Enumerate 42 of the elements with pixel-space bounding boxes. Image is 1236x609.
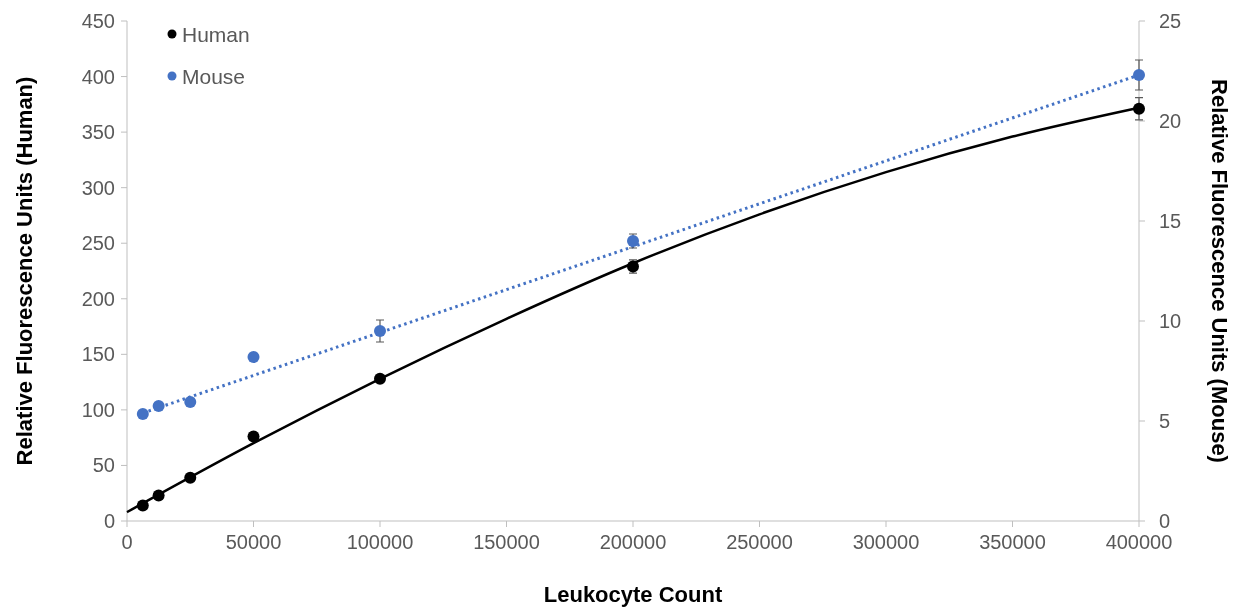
y-tick-label: 150 — [81, 343, 115, 366]
y-tick-label: 350 — [81, 121, 115, 144]
point — [374, 372, 386, 385]
y2-axis-title: Relative Fluorescence Units (Mouse) — [1207, 79, 1232, 463]
x-tick-label: 150000 — [473, 531, 540, 553]
y-tick-label: 450 — [81, 10, 115, 32]
legend-label: Mouse — [182, 65, 246, 88]
x-tick-label: 0 — [121, 531, 133, 553]
x-tick-label: 250000 — [726, 531, 793, 553]
y-tick-label: 0 — [103, 510, 115, 532]
y-axis-title: Relative Fluorescence Units (Human) — [12, 76, 37, 466]
point — [136, 499, 149, 512]
x-tick-label: 100000 — [346, 531, 414, 553]
y2-tick-label: 20 — [1159, 110, 1182, 132]
x-tick-label: 300000 — [852, 531, 920, 553]
y2-tick-label: 10 — [1159, 310, 1182, 332]
point — [184, 471, 197, 484]
y-tick-label: 200 — [81, 287, 115, 310]
x-tick-label: 50000 — [225, 531, 282, 553]
y2-tick-label: 15 — [1159, 210, 1182, 232]
x-tick-label: 200000 — [599, 531, 667, 553]
x-tick-label: 350000 — [979, 531, 1046, 553]
point — [152, 489, 165, 502]
y2-tick-label: 5 — [1159, 410, 1171, 432]
point — [184, 396, 197, 408]
y-tick-label: 250 — [81, 232, 115, 255]
y2-tick-label: 25 — [1159, 10, 1182, 32]
y-tick-label: 100 — [81, 398, 115, 421]
y-tick-label: 300 — [81, 176, 115, 199]
x-tick-label: 400000 — [1105, 531, 1173, 553]
legend-label: Human — [182, 23, 250, 46]
point — [374, 325, 386, 337]
point — [247, 430, 260, 443]
y-tick-label: 50 — [92, 454, 115, 477]
x-axis-title: Leukocyte Count — [543, 582, 723, 607]
point — [136, 408, 149, 420]
point — [152, 400, 165, 412]
y2-tick-label: 0 — [1159, 510, 1171, 532]
point — [1133, 102, 1145, 115]
y-tick-label: 400 — [81, 65, 115, 88]
point — [1133, 69, 1145, 81]
point — [247, 351, 260, 363]
